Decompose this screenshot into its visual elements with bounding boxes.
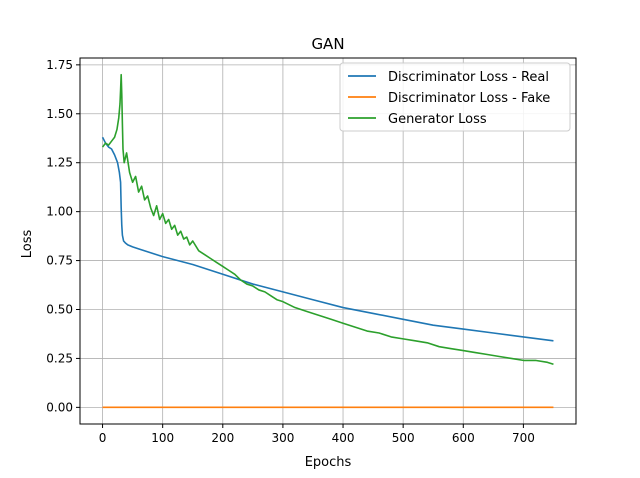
y-tick-label: 0.25 xyxy=(46,351,73,365)
x-tick-label: 600 xyxy=(452,431,475,445)
plot-frame xyxy=(79,57,577,425)
y-axis-title: Loss xyxy=(20,230,35,259)
x-tick-label: 400 xyxy=(332,431,355,445)
chart-title: GAN xyxy=(311,35,344,53)
legend-box xyxy=(339,62,571,132)
x-axis-title: Epochs xyxy=(305,455,352,470)
y-tick-label: 1.25 xyxy=(46,156,73,170)
series-line-1 xyxy=(101,136,554,342)
series-line-3 xyxy=(101,73,554,366)
x-tick-label: 0 xyxy=(99,431,107,445)
y-tick-label: 0.50 xyxy=(46,303,73,317)
y-tick-label: 1.00 xyxy=(46,205,73,219)
x-tick-label: 300 xyxy=(271,431,294,445)
x-tick-label: 200 xyxy=(211,431,234,445)
plot-area xyxy=(101,73,554,409)
x-tick-label: 500 xyxy=(392,431,415,445)
legend-entry: Discriminator Loss - Fake xyxy=(388,91,550,106)
y-tick-label: 1.75 xyxy=(46,58,73,72)
legend-entry: Generator Loss xyxy=(388,112,487,127)
y-tick-label: 0.75 xyxy=(46,254,73,268)
x-tick-label: 700 xyxy=(512,431,535,445)
y-tick-label: 0.00 xyxy=(46,400,73,414)
x-tick-label: 100 xyxy=(151,431,174,445)
axes-ticks: 0 100 200 300 400 500 600 700 0.00 0.25 0.50 0.75 1.… xyxy=(46,58,535,445)
y-tick-label: 1.50 xyxy=(46,107,73,121)
legend: Discriminator Loss - Real Discriminator L… xyxy=(339,62,571,132)
legend-entry: Discriminator Loss - Real xyxy=(388,70,549,85)
